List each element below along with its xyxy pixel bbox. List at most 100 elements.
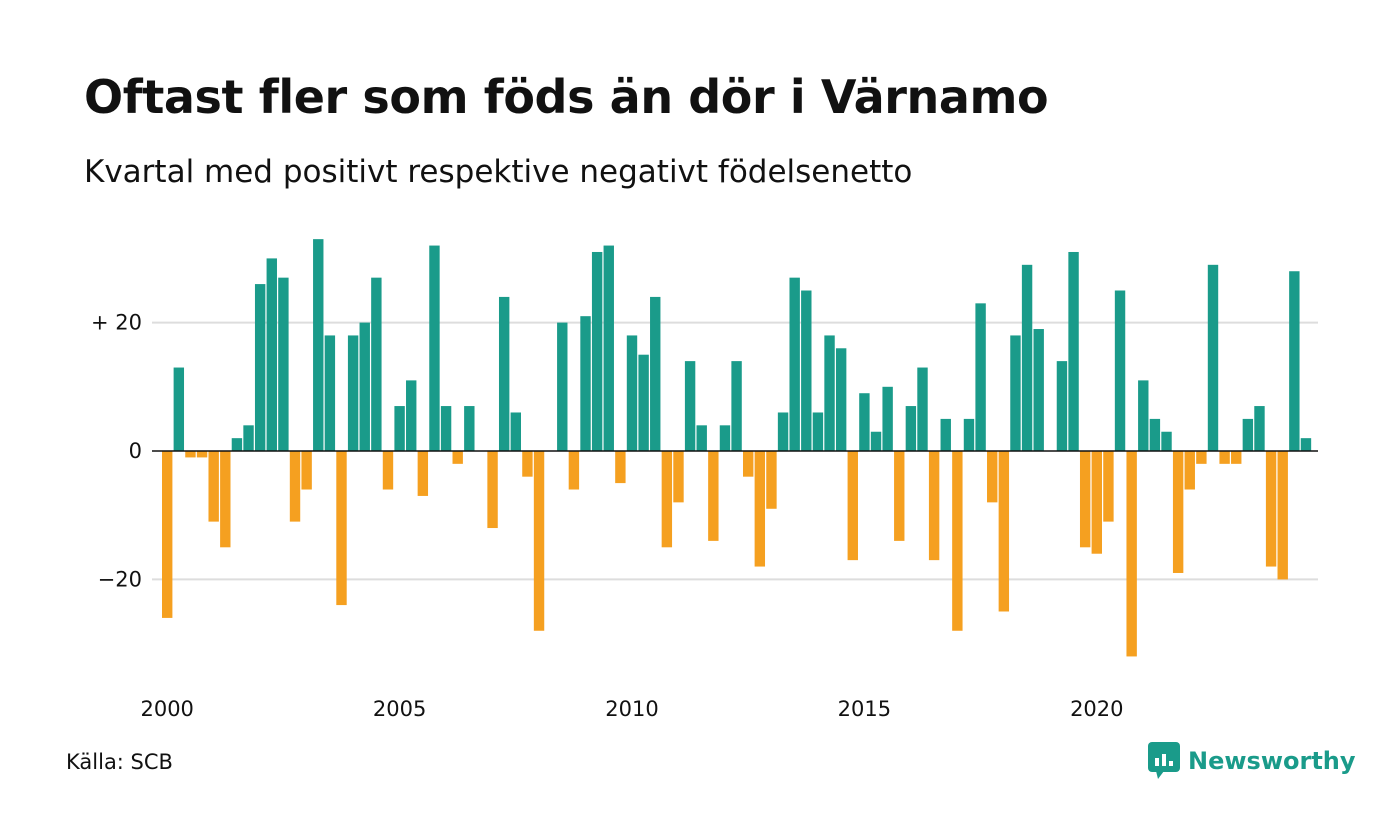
bar-negative [847,451,858,561]
bar-negative [533,451,545,631]
bar-positive [719,425,731,451]
bar-negative [743,451,754,477]
bar-negative [417,451,429,496]
bar-negative [766,451,777,509]
bar-positive [1242,418,1254,451]
bar-negative [208,451,219,522]
x-tick-label: 2010 [605,697,658,721]
bar-negative [615,451,626,484]
bar-negative [487,451,498,529]
bar-positive [859,393,870,451]
brand-name: Newsworthy [1188,747,1356,775]
bar-negative [336,451,347,606]
bar-positive [1068,251,1079,451]
bar-positive [1149,418,1161,451]
bar-negative [1231,451,1242,464]
bar-positive [1138,380,1149,451]
bar-positive [812,412,824,451]
bar-negative [1219,451,1230,464]
bar-positive [824,335,835,451]
bar-positive [324,335,336,451]
bar-negative [754,451,766,567]
axes: + 20 0 −20 2000 2005 2010 2015 2020 [91,311,1318,721]
bar-negative [952,451,963,631]
bar-positive [684,361,696,451]
bar-positive [231,438,243,451]
bar-negative [522,451,533,477]
bar-negative [928,451,940,561]
bar-positive [406,380,417,451]
bar-negative [1265,451,1277,567]
bar-positive [731,361,742,451]
x-tick-label: 2005 [373,697,426,721]
bar-positive [313,239,324,451]
source-note: Källa: SCB [66,750,173,774]
bar-positive [1010,335,1021,451]
bar-positive [371,277,382,451]
bar-negative [987,451,998,503]
bar-negative [708,451,719,541]
bar-positive [1056,361,1068,451]
bar-positive [789,277,800,451]
x-tick-label: 2015 [838,697,891,721]
bar-negative [185,451,196,458]
bar-positive [1300,438,1312,451]
y-tick-label: −20 [98,567,142,591]
bar-positive [557,322,568,451]
bar-positive [870,431,882,451]
bar-negative [162,451,173,618]
bar-positive [940,418,951,451]
bar-positive [580,316,591,451]
bar-positive [696,425,707,451]
bar-positive [638,354,649,451]
newsworthy-brand[interactable]: Newsworthy [1148,742,1356,780]
bar-negative [1103,451,1114,522]
bar-positive [1289,271,1300,451]
bar-negative [1091,451,1102,554]
bar-positive [801,290,812,451]
bar-positive [591,251,603,451]
bar-positive [835,348,847,451]
bar-negative [1184,451,1195,490]
bar-negative [894,451,905,541]
bar-positive [278,277,289,451]
bar-positive [626,335,638,451]
bar-negative [382,451,394,490]
bar-negative [196,451,208,458]
bar-negative [1277,451,1288,580]
y-tick-label: 0 [129,439,142,463]
bar-positive [882,386,893,451]
bar-positive [359,322,370,451]
bar-positive [963,418,975,451]
bar-positive [1254,406,1265,451]
bar-positive [243,425,254,451]
bar-positive [254,284,266,451]
bar-positive [498,296,510,451]
bar-positive [429,245,440,451]
bar-positive [650,296,661,451]
bar-negative [289,451,301,522]
bar-negative [452,451,463,464]
bar-positive [603,245,614,451]
bar-positive [1021,264,1033,451]
bar-positive [464,406,475,451]
bar-negative [1126,451,1137,657]
newsworthy-logo-icon [1148,742,1180,779]
bar-positive [975,303,986,451]
bar-negative [568,451,580,490]
chart-subtitle: Kvartal med positivt respektive negativt… [84,154,913,190]
x-tick-label: 2000 [140,697,193,721]
y-tick-label: + 20 [91,311,142,335]
bar-positive [1033,329,1044,451]
bar-positive [777,412,789,451]
bar-positive [905,406,917,451]
bar-positive [394,406,405,451]
bar-positive [1161,431,1172,451]
bar-negative [220,451,231,548]
bar-positive [173,367,185,451]
bar-negative [661,451,673,548]
x-tick-label: 2020 [1070,697,1123,721]
bar-negative [1196,451,1207,464]
